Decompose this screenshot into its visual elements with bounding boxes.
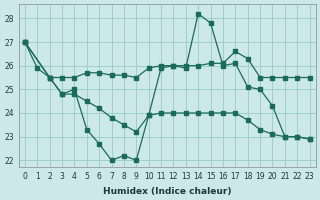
X-axis label: Humidex (Indice chaleur): Humidex (Indice chaleur) <box>103 187 231 196</box>
